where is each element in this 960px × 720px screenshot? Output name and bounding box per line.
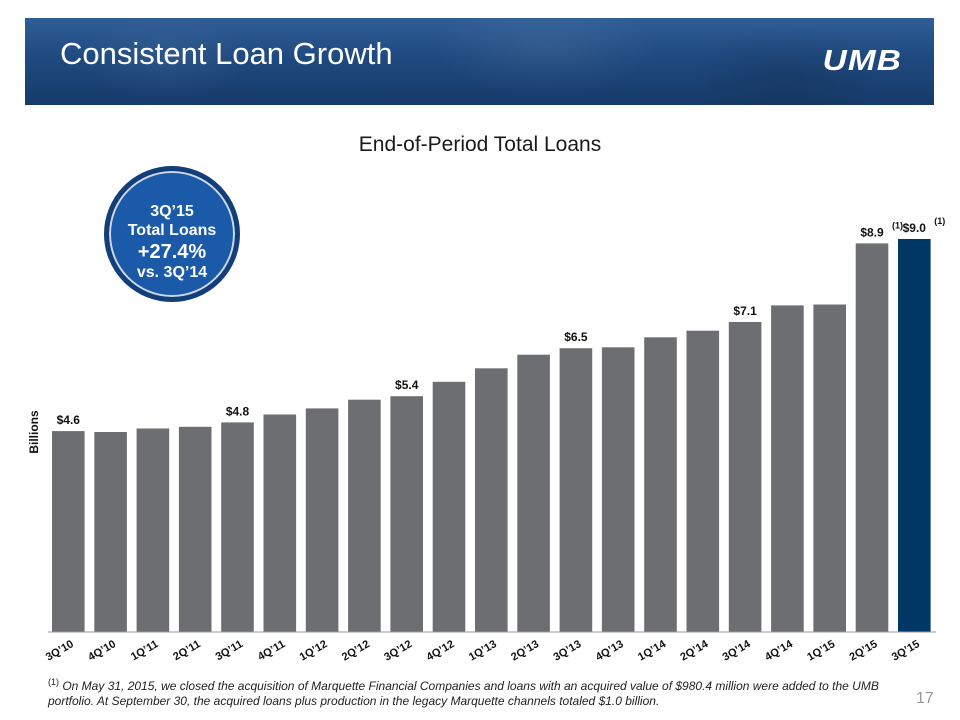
- bar-5: [263, 414, 297, 632]
- x-tick-label-17: 4Q’14: [763, 638, 796, 664]
- title-banner: Consistent Loan Growth UMB: [25, 18, 934, 105]
- x-tick-label-11: 2Q’13: [509, 638, 541, 663]
- bar-17: [771, 305, 804, 632]
- bar-9: [432, 381, 466, 632]
- growth-callout: 3Q’15 Total Loans +27.4% vs. 3Q’14: [104, 166, 240, 302]
- banner-texture: [25, 18, 934, 105]
- footnote-ref-20: (1): [934, 216, 945, 226]
- x-tick-label-8: 3Q’12: [382, 638, 414, 663]
- x-tick-label-6: 1Q’12: [298, 638, 330, 663]
- x-tick-label-2: 1Q’11: [129, 638, 160, 663]
- bar-11: [517, 354, 550, 632]
- bar-1: [94, 432, 127, 632]
- callout-label: Total Loans: [127, 222, 217, 239]
- bar-4: [221, 422, 254, 632]
- x-tick-label-19: 2Q’15: [848, 638, 880, 663]
- bar-18: [813, 304, 846, 632]
- bar-13: [601, 347, 635, 632]
- callout-comparison: vs. 3Q’14: [136, 264, 208, 281]
- bar-0: [52, 431, 85, 632]
- bar-6: [305, 408, 339, 632]
- page-number: 17: [916, 690, 934, 707]
- footnote-marker: (1): [48, 677, 59, 687]
- callout-percent: +27.4%: [137, 241, 207, 263]
- footnote: (1) On May 31, 2015, we closed the acqui…: [48, 675, 908, 709]
- bar-15: [686, 330, 720, 632]
- footnote-ref-19: (1): [892, 220, 903, 230]
- chart-title: End-of-Period Total Loans: [358, 133, 602, 156]
- data-label-12: $6.5: [564, 330, 588, 344]
- x-tick-label-1: 4Q’10: [86, 638, 118, 663]
- x-tick-label-14: 1Q’14: [636, 638, 669, 664]
- x-tick-label-16: 3Q’14: [721, 638, 754, 664]
- umb-logo: UMB: [822, 45, 902, 77]
- x-tick-label-3: 2Q’11: [171, 638, 202, 663]
- x-tick-label-20: 3Q’15: [890, 638, 922, 663]
- bar-12: [559, 348, 593, 632]
- bar-2: [136, 428, 170, 632]
- bar-3: [178, 426, 212, 632]
- bar-14: [644, 337, 677, 633]
- x-tick-label-5: 4Q’11: [256, 638, 287, 663]
- data-label-19: $8.9: [860, 225, 884, 239]
- slide-title: Consistent Loan Growth: [60, 36, 393, 71]
- data-label-20: $9.0: [903, 221, 927, 235]
- y-axis-label: Billions: [27, 410, 41, 454]
- x-tick-label-7: 2Q’12: [340, 638, 372, 663]
- x-tick-label-12: 3Q’13: [551, 638, 583, 663]
- x-tick-label-0: 3Q’10: [44, 638, 76, 663]
- bar-8: [390, 396, 423, 632]
- bar-16: [728, 322, 762, 632]
- footnote-text: On May 31, 2015, we closed the acquisiti…: [48, 679, 879, 708]
- x-tick-label-13: 4Q’13: [594, 638, 626, 663]
- bar-20: [898, 239, 931, 632]
- x-tick-label-18: 1Q’15: [805, 638, 837, 663]
- bar-19: [855, 243, 889, 632]
- x-tick-label-15: 2Q’14: [678, 638, 711, 664]
- x-tick-label-10: 1Q’13: [467, 638, 499, 663]
- x-tick-label-9: 4Q’12: [425, 638, 457, 663]
- data-label-16: $7.1: [733, 304, 757, 318]
- bar-7: [348, 399, 381, 632]
- data-label-0: $4.6: [57, 413, 81, 427]
- callout-period: 3Q’15: [150, 203, 194, 220]
- x-tick-label-4: 3Q’11: [214, 638, 245, 663]
- data-label-4: $4.8: [226, 404, 250, 418]
- data-label-8: $5.4: [395, 378, 419, 392]
- bar-10: [475, 368, 508, 632]
